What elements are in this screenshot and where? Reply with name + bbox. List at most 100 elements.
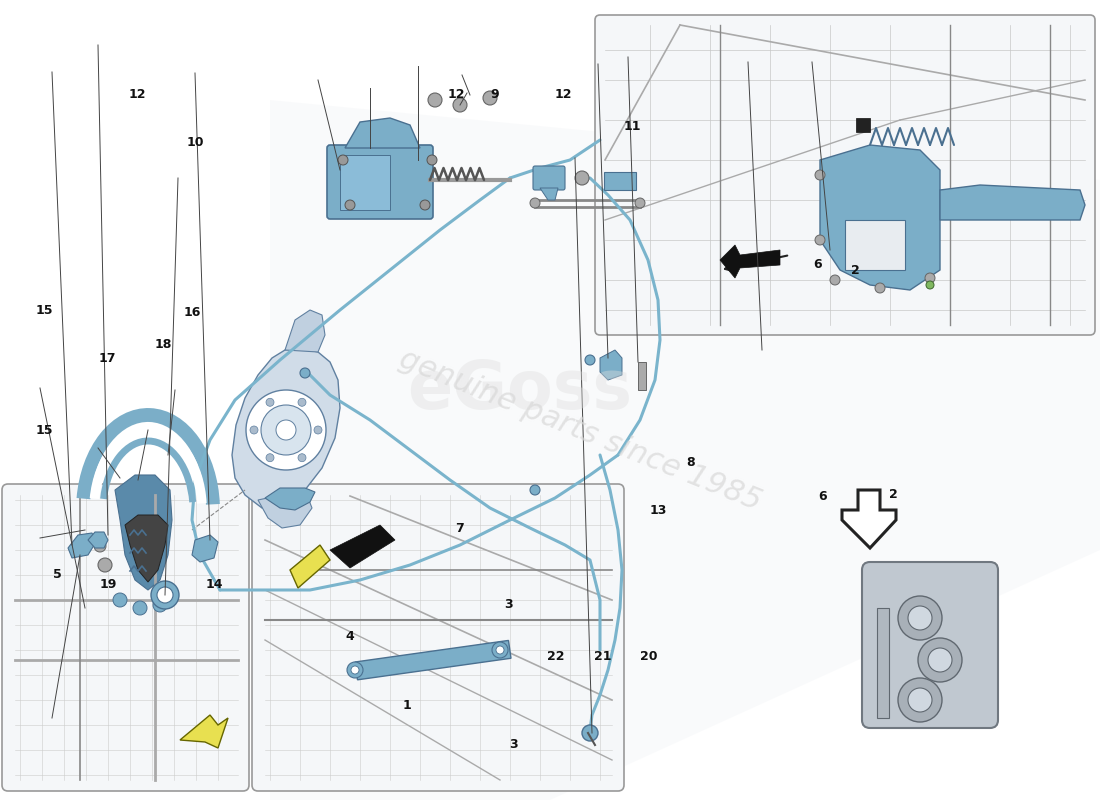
Text: 19: 19 xyxy=(99,578,117,590)
Circle shape xyxy=(898,678,942,722)
Circle shape xyxy=(300,368,310,378)
Polygon shape xyxy=(116,475,172,590)
Circle shape xyxy=(815,235,825,245)
Bar xyxy=(877,608,889,718)
Bar xyxy=(355,641,512,680)
Text: 7: 7 xyxy=(455,522,464,534)
Bar xyxy=(340,155,390,210)
Circle shape xyxy=(276,420,296,440)
Polygon shape xyxy=(180,715,228,748)
Text: 21: 21 xyxy=(594,650,612,662)
Text: 3: 3 xyxy=(504,598,513,610)
Circle shape xyxy=(582,725,598,741)
Polygon shape xyxy=(68,533,96,558)
Circle shape xyxy=(427,155,437,165)
Polygon shape xyxy=(265,488,315,510)
Text: 16: 16 xyxy=(184,306,201,318)
Circle shape xyxy=(453,98,468,112)
Polygon shape xyxy=(345,118,420,148)
Circle shape xyxy=(113,593,127,607)
Circle shape xyxy=(428,93,442,107)
Polygon shape xyxy=(820,145,940,290)
Text: 3: 3 xyxy=(509,738,518,750)
Circle shape xyxy=(266,454,274,462)
Circle shape xyxy=(925,273,935,283)
Polygon shape xyxy=(232,348,340,508)
Circle shape xyxy=(830,275,840,285)
Circle shape xyxy=(898,596,942,640)
Circle shape xyxy=(926,281,934,289)
Text: 12: 12 xyxy=(448,88,465,101)
Text: 9: 9 xyxy=(491,88,499,101)
Bar xyxy=(638,362,646,390)
Text: 14: 14 xyxy=(206,578,223,590)
Polygon shape xyxy=(842,490,896,548)
Polygon shape xyxy=(720,245,780,278)
Polygon shape xyxy=(270,100,1100,800)
Text: eGoss: eGoss xyxy=(407,357,632,423)
Circle shape xyxy=(153,598,167,612)
Text: 6: 6 xyxy=(814,258,823,271)
Circle shape xyxy=(585,355,595,365)
Polygon shape xyxy=(88,532,108,548)
Text: 12: 12 xyxy=(129,88,146,101)
Circle shape xyxy=(908,606,932,630)
Circle shape xyxy=(94,540,106,552)
Circle shape xyxy=(314,426,322,434)
Circle shape xyxy=(351,666,359,674)
Circle shape xyxy=(815,170,825,180)
Circle shape xyxy=(345,200,355,210)
Text: 11: 11 xyxy=(624,120,641,133)
Circle shape xyxy=(530,198,540,208)
FancyBboxPatch shape xyxy=(252,484,624,791)
Circle shape xyxy=(483,91,497,105)
Text: 10: 10 xyxy=(187,136,205,149)
Bar xyxy=(604,172,636,190)
Text: 13: 13 xyxy=(649,504,667,517)
Circle shape xyxy=(98,558,112,572)
Circle shape xyxy=(492,642,508,658)
Circle shape xyxy=(530,485,540,495)
Bar xyxy=(845,220,905,270)
FancyBboxPatch shape xyxy=(862,562,998,728)
Circle shape xyxy=(928,648,952,672)
Text: 22: 22 xyxy=(547,650,564,662)
Polygon shape xyxy=(285,310,324,352)
Circle shape xyxy=(298,398,306,406)
Circle shape xyxy=(420,200,430,210)
Circle shape xyxy=(918,638,962,682)
Circle shape xyxy=(261,405,311,455)
Circle shape xyxy=(908,688,932,712)
Circle shape xyxy=(635,198,645,208)
Text: 20: 20 xyxy=(640,650,658,662)
Circle shape xyxy=(157,587,173,603)
Polygon shape xyxy=(258,490,312,528)
Text: 2: 2 xyxy=(889,488,898,501)
Polygon shape xyxy=(290,545,330,588)
Circle shape xyxy=(346,662,363,678)
Polygon shape xyxy=(192,535,218,562)
Text: 2: 2 xyxy=(850,263,859,277)
Circle shape xyxy=(298,454,306,462)
Text: 1: 1 xyxy=(403,699,411,712)
Circle shape xyxy=(338,155,348,165)
Circle shape xyxy=(250,426,258,434)
Text: 8: 8 xyxy=(686,456,695,469)
Text: genuine parts since 1985: genuine parts since 1985 xyxy=(395,344,766,516)
Polygon shape xyxy=(940,185,1085,220)
Circle shape xyxy=(496,646,504,654)
Circle shape xyxy=(133,601,147,615)
FancyBboxPatch shape xyxy=(534,166,565,190)
Circle shape xyxy=(874,283,886,293)
Circle shape xyxy=(246,390,326,470)
Polygon shape xyxy=(600,350,621,380)
Polygon shape xyxy=(330,525,395,568)
Polygon shape xyxy=(125,515,168,582)
Text: 15: 15 xyxy=(35,424,53,437)
Circle shape xyxy=(151,581,179,609)
Text: 12: 12 xyxy=(554,88,572,101)
Text: 15: 15 xyxy=(35,304,53,317)
FancyBboxPatch shape xyxy=(327,145,433,219)
Circle shape xyxy=(575,171,589,185)
Circle shape xyxy=(266,398,274,406)
